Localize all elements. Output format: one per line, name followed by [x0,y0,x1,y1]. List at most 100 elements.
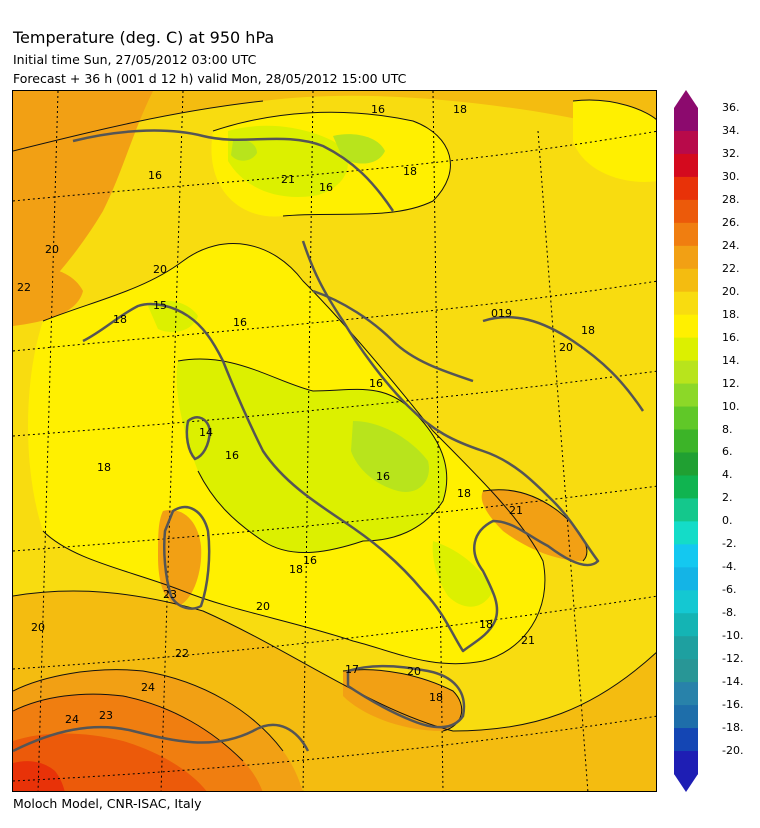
contour-label: 16 [148,169,162,182]
colorbar-tick-label: -6. [722,583,737,597]
contour-label: 18 [97,461,111,474]
contour-label: 20 [256,600,270,613]
contour-label: 22 [17,281,31,294]
colorbar-swatch [674,475,698,499]
colorbar-tick-label: 26. [722,215,740,229]
colorbar-swatch [674,498,698,522]
contour-label: 16 [303,554,317,567]
field-orange-puglia [481,489,587,561]
contour-label: 21 [521,634,535,647]
colorbar-tick-label: 20. [722,284,740,298]
field-12-14-apennine [351,421,429,492]
colorbar-swatch [674,613,698,637]
colorbar-tick-label: 0. [722,514,733,528]
colorbar-swatch [674,636,698,660]
contour-label: 16 [233,316,247,329]
contour-label: 16 [376,470,390,483]
contour-label: 18 [457,487,471,500]
contour-label: 18 [403,165,417,178]
colorbar-swatch [674,682,698,706]
colorbar-tick-label: 30. [722,169,740,183]
colorbar-swatch [674,130,698,155]
contour-label: 18 [289,563,303,576]
colorbar-tick-label: 32. [722,146,740,160]
contour-label: 17 [345,663,359,676]
colorbar-swatch [674,176,698,201]
contour-label: 20 [45,243,59,256]
colorbar-tick-label: -12. [722,652,744,666]
colorbar-tick-label: -2. [722,537,737,551]
contour-label: 20 [153,263,167,276]
field-orange-sardinia [158,510,202,606]
colorbar-tick-label: 28. [722,192,740,206]
colorbar-swatch [674,521,698,545]
colorbar-swatch [674,291,698,316]
colorbar-swatch [674,728,698,752]
colorbar-swatch [674,544,698,568]
field-14-16-center [176,358,447,553]
initial-time-label: Initial time Sun, 27/05/2012 03:00 UTC [13,52,257,67]
colorbar-tick-label: 6. [722,445,733,459]
colorbar-swatch [674,705,698,729]
field-orange-sicily [343,669,462,731]
contour-label: 16 [225,449,239,462]
colorbar-swatch [674,314,698,339]
contour-label: 18 [581,324,595,337]
colorbar-swatch [674,406,698,431]
colorbar-swatch [674,429,698,453]
contour-label: 24 [141,681,155,694]
colorbar-tick-label: 14. [722,353,740,367]
colorbar-swatch [674,659,698,683]
contour-label: 14 [199,426,213,439]
contour-label: 20 [559,341,573,354]
contour-label: 23 [163,588,177,601]
contour-label: 20 [31,621,45,634]
colorbar-tick-label: -8. [722,606,737,620]
colorbar-swatch [674,337,698,362]
graticule [13,91,656,791]
colorbar-tick-label: 36. [722,101,740,114]
contour-label: 15 [153,299,167,312]
colorbar-swatch [674,590,698,614]
field-12-14-alps2 [231,139,257,161]
forecast-valid-label: Forecast + 36 h (001 d 12 h) valid Mon, … [13,71,407,86]
colorbar-tick-label: -20. [722,744,744,758]
field-orange-west [13,267,83,326]
colorbar-tick-label: 12. [722,376,740,390]
contour-label: 24 [65,713,79,726]
colorbar-swatch [674,268,698,293]
contour-label: 18 [479,618,493,631]
field-14-16-south [432,541,493,607]
colorbar-tick-label: -16. [722,698,744,712]
colorbar-swatch [674,360,698,385]
field-26-28 [13,733,207,791]
field-14-16-nw [148,300,198,333]
contour-label: 23 [99,709,113,722]
colorbar-tick-label: -10. [722,629,744,643]
colorbar-tick-label: 10. [722,399,740,413]
contour-label: 18 [113,313,127,326]
colorbar-tick-label: -18. [722,721,744,735]
colorbar-swatch [674,222,698,247]
contour-label: 16 [371,103,385,116]
colorbar-tick-label: 4. [722,468,733,482]
contour-label: 16 [369,377,383,390]
contour-label: 21 [509,504,523,517]
colorbar-tick-label: 8. [722,422,733,436]
coastlines [13,129,645,753]
temperature-map[interactable]: 16 18 16 21 16 18 20 20 22 15 18 16 019 18 20 16 14 16 18 1… [12,90,657,792]
colorbar-swatch [674,751,698,775]
colorbar-tick-label: 2. [722,491,733,505]
colorbar-tick-label: -14. [722,675,744,689]
model-credit: Moloch Model, CNR-ISAC, Italy [13,796,202,811]
colorbar-swatch [674,452,698,476]
contour-label: 18 [453,103,467,116]
contour-label: 20 [407,665,421,678]
contour-label: 21 [281,173,295,186]
colorbar-tick-label: 34. [722,123,740,137]
colorbar-tick-label: 18. [722,307,740,321]
colorbar-swatch [674,245,698,270]
colorbar-swatch [674,383,698,408]
colorbar-swatch [674,199,698,224]
